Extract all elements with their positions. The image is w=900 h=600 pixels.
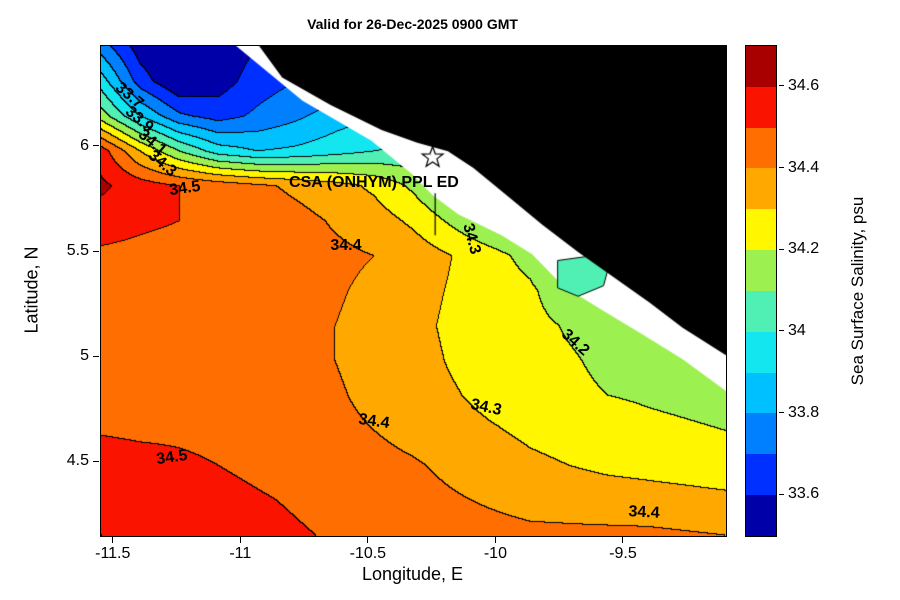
x-tick-mark xyxy=(622,537,624,543)
colorbar-tick-label: 34.2 xyxy=(788,240,820,258)
colorbar-tick-mark xyxy=(779,330,784,332)
colorbar-band xyxy=(746,454,776,496)
colorbar-tick-label: 33.6 xyxy=(788,485,820,503)
y-axis-label: Latitude, N xyxy=(21,246,42,334)
colorbar-band xyxy=(746,86,776,128)
colorbar-band xyxy=(746,209,776,251)
y-tick-mark xyxy=(93,460,99,462)
colorbar-band xyxy=(746,127,776,169)
colorbar-band xyxy=(746,413,776,455)
y-tick-mark xyxy=(93,145,99,147)
plot-title: Valid for 26-Dec-2025 0900 GMT xyxy=(307,16,518,32)
contour-map-canvas xyxy=(101,46,726,536)
colorbar-tick-label: 34 xyxy=(788,321,806,339)
colorbar-band xyxy=(746,372,776,414)
y-tick-mark xyxy=(93,355,99,357)
colorbar-tick-label: 33.8 xyxy=(788,403,820,421)
colorbar-band xyxy=(746,331,776,373)
colorbar-band xyxy=(746,290,776,332)
x-tick-label: -10 xyxy=(483,545,507,562)
colorbar-tick-mark xyxy=(779,493,784,495)
colorbar-tick-mark xyxy=(779,248,784,250)
colorbar xyxy=(745,45,777,537)
colorbar-band xyxy=(746,168,776,210)
station-annotation-label: CSA (ONHYM) PPL ED xyxy=(289,173,459,191)
x-axis-label: Longitude, E xyxy=(361,564,464,584)
colorbar-band xyxy=(746,495,776,536)
colorbar-tick-mark xyxy=(779,167,784,168)
x-tick-mark xyxy=(494,537,496,543)
x-tick-label: -10.5 xyxy=(349,545,387,562)
plot-area: 33.7 33.9 34.1 34.3 34.5 34.4 34.3 34.2 34.4 34.3… xyxy=(100,45,727,537)
colorbar-band xyxy=(746,46,776,87)
colorbar-band xyxy=(746,250,776,291)
x-tick-label: -11.5 xyxy=(95,545,131,562)
colorbar-tick-label: 34.4 xyxy=(788,158,820,176)
y-tick-label: 4.5 xyxy=(66,452,89,470)
x-tick-mark xyxy=(112,537,114,543)
y-tick-label: 5.5 xyxy=(66,242,89,260)
y-tick-label: 5 xyxy=(80,347,89,365)
y-tick-mark xyxy=(93,250,99,252)
x-tick-mark xyxy=(367,537,369,543)
x-tick-mark xyxy=(239,537,241,543)
x-tick-label: -9.5 xyxy=(609,545,637,562)
y-tick-label: 6 xyxy=(80,136,89,154)
colorbar-tick-mark xyxy=(779,85,784,87)
x-tick-label: -11 xyxy=(229,545,252,562)
colorbar-label: Sea Surface Salinity, psu xyxy=(848,196,867,386)
colorbar-tick-label: 34.6 xyxy=(788,76,820,94)
colorbar-tick-mark xyxy=(779,412,784,413)
